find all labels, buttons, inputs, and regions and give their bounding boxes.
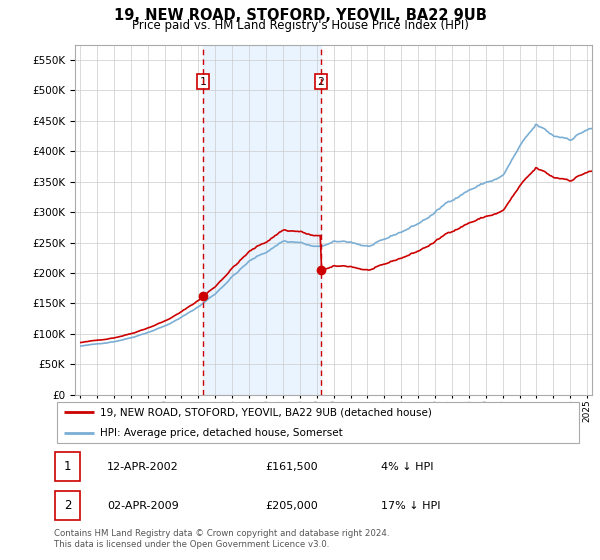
Text: 1: 1 bbox=[200, 77, 206, 87]
Text: 19, NEW ROAD, STOFORD, YEOVIL, BA22 9UB: 19, NEW ROAD, STOFORD, YEOVIL, BA22 9UB bbox=[113, 8, 487, 24]
Text: 2: 2 bbox=[317, 77, 324, 87]
FancyBboxPatch shape bbox=[56, 402, 580, 444]
FancyBboxPatch shape bbox=[55, 452, 80, 481]
Text: Price paid vs. HM Land Registry's House Price Index (HPI): Price paid vs. HM Land Registry's House … bbox=[131, 19, 469, 32]
Text: Contains HM Land Registry data © Crown copyright and database right 2024.
This d: Contains HM Land Registry data © Crown c… bbox=[54, 529, 389, 549]
Text: £161,500: £161,500 bbox=[265, 461, 318, 472]
Text: 02-APR-2009: 02-APR-2009 bbox=[107, 501, 179, 511]
Text: £205,000: £205,000 bbox=[265, 501, 318, 511]
Text: 17% ↓ HPI: 17% ↓ HPI bbox=[382, 501, 441, 511]
Text: 19, NEW ROAD, STOFORD, YEOVIL, BA22 9UB (detached house): 19, NEW ROAD, STOFORD, YEOVIL, BA22 9UB … bbox=[100, 408, 433, 418]
Text: 1: 1 bbox=[64, 460, 71, 473]
Bar bbox=[203, 45, 321, 395]
FancyBboxPatch shape bbox=[55, 492, 80, 520]
Text: 4% ↓ HPI: 4% ↓ HPI bbox=[382, 461, 434, 472]
Text: 12-APR-2002: 12-APR-2002 bbox=[107, 461, 179, 472]
Text: HPI: Average price, detached house, Somerset: HPI: Average price, detached house, Some… bbox=[100, 428, 343, 438]
Text: 2: 2 bbox=[64, 500, 71, 512]
